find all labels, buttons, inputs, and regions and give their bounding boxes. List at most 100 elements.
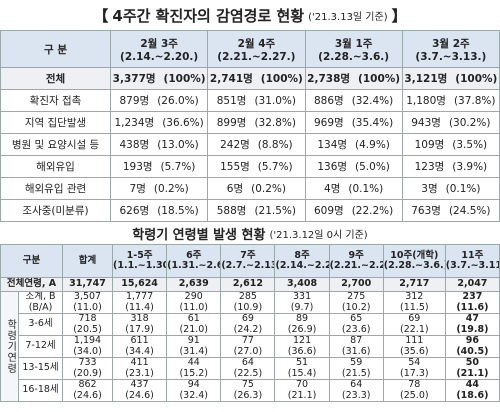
cell: 123명 (3.9%) [401, 155, 500, 178]
percent: (23.3) [341, 389, 371, 401]
percent: (22.5) [233, 367, 263, 379]
cell: 77 (27.0) [220, 335, 276, 358]
percent: (21.1) [287, 389, 317, 401]
percent: (0.2%) [153, 183, 189, 195]
cell: 331 (9.7) [274, 291, 330, 314]
count: 879명 [119, 95, 150, 107]
row-label: 전체연령, A [0, 277, 64, 292]
header-row: 구분합계1-5주(1.1.~1.30.)6주(1.31.~2.6.)7주(2.7… [0, 244, 500, 278]
count: 51 [296, 357, 309, 368]
header-cell: 2월 4주 (2.21.~2.27.) [207, 30, 306, 68]
percent: (3.9%) [452, 161, 488, 173]
cell: 61 (21.0) [166, 313, 222, 336]
percent: (3.5%) [452, 139, 488, 151]
cell: 64 (23.3) [328, 379, 384, 402]
percent: (18.5%) [157, 205, 199, 217]
cell: 64 (22.5) [220, 357, 276, 380]
cell: 1,180명 (37.8%) [401, 89, 500, 112]
percent: (21.5) [341, 367, 371, 379]
percent: (0.2%) [251, 183, 286, 195]
row: 전체 3,377명 (100%) 2,741명 (100%) 2,738명 (100%) 3,… [0, 67, 500, 90]
count: 588명 [216, 205, 247, 217]
cell: 242명 (8.8%) [207, 133, 306, 156]
percent: (15.4) [287, 367, 317, 379]
percent: (27.0) [233, 345, 263, 357]
percent: (20.9) [73, 367, 102, 379]
percent: (26.9) [287, 323, 317, 335]
cell: 312 (11.5) [382, 291, 446, 314]
cell: 31,747 [62, 277, 114, 292]
cell: 851명 (31.0%) [207, 89, 306, 112]
cell: 3,121명 (100%) [401, 67, 500, 90]
count: 437 [130, 379, 149, 390]
cell: 155명 (5.7%) [207, 155, 306, 178]
count: 3,121명 [404, 73, 448, 85]
week: 1-5주 [126, 249, 153, 261]
bracket: 【 [93, 6, 109, 25]
cell: 89 (26.9) [274, 313, 330, 336]
row-label: 병원 및 요양시설 등 [0, 133, 111, 156]
count: 851명 [216, 95, 247, 107]
count: 64 [241, 357, 254, 368]
row: 지역 집단발생 1,234명 (36.6%) 899명 (32.8%) 969명 (35.4… [0, 111, 500, 134]
range: (3.7.~3.13.) [415, 50, 487, 63]
cell: 3,408 [274, 277, 330, 292]
cell: 609명 (22.2%) [304, 199, 403, 222]
cell: 65 (23.6) [328, 313, 384, 336]
percent: (25.0) [400, 389, 429, 401]
count: 155명 [220, 161, 250, 173]
count: 47 [465, 313, 480, 324]
count: 1,180명 [406, 95, 446, 107]
count: 733 [78, 357, 97, 368]
count: 411 [130, 357, 149, 368]
percent: (31.4) [179, 345, 209, 357]
header-row: 구 분 2월 3주 (2.14.~2.20.) 2월 4주 (2.21.~2.27.) 3… [0, 30, 500, 68]
count: 59 [350, 357, 363, 368]
table-title: 학령기 연령별 발생 현황 ('21.3.12일 0시 기준) [0, 222, 500, 244]
row: 3-6세 718 (20.5) 318 (17.9) 61 (21.0) 69 (24.2) 89… [1, 313, 500, 336]
count: 78 [408, 379, 421, 390]
percent: (100%) [455, 73, 498, 85]
week: 7주 [240, 249, 256, 261]
percent: (31.6) [341, 345, 371, 357]
row: 해외유입 193명 (5.7%) 155명 (5.7%) 136명 (5.0%) 123명 (3… [0, 155, 500, 178]
cell: 69 (22.1) [382, 313, 446, 336]
percent: (100%) [358, 73, 401, 85]
count: 943명 [411, 117, 441, 129]
cell: 626명 (18.5%) [109, 199, 209, 222]
percent: (11.4) [125, 301, 154, 313]
week: 2월 4주 [237, 37, 276, 50]
percent: (26.3) [233, 389, 263, 401]
cell: 886명 (32.4%) [304, 89, 403, 112]
count: 87 [350, 335, 363, 346]
header-cell: 구분 [0, 244, 64, 278]
title-note: ('21.3.12일 0시 기준) [269, 229, 368, 241]
percent: (5.0%) [355, 161, 390, 173]
percent: (26.0%) [157, 95, 199, 107]
count: 237 [462, 291, 483, 302]
row-label: 해외유입 관련 [0, 177, 111, 200]
row: 해외유입 관련 7명 (0.2%) 6명 (0.2%) 4명 (0.1%) 3명 (0.1%) [0, 177, 500, 200]
count: 94 [187, 379, 200, 390]
range: (2.28.~3.6.) [383, 260, 446, 271]
week: 3월 2주 [432, 37, 470, 50]
count: 318 [130, 313, 149, 324]
count: 899명 [216, 117, 247, 129]
cell: 75 (26.3) [220, 379, 276, 402]
cell: 718 (20.5) [62, 313, 114, 336]
row: 13-15세 733 (20.9) 411 (23.1) 44 (15.2) 64 (22.5)… [1, 357, 500, 380]
sub-label: (B/A) [28, 301, 53, 313]
header-cell: 7주(2.7.~2.13.) [220, 244, 276, 278]
cell: 7명 (0.2%) [109, 177, 209, 200]
row: 확진자 접촉 879명 (26.0%) 851명 (31.0%) 886명 (32.4%) 1… [0, 89, 500, 112]
cell: 411 (23.1) [112, 357, 168, 380]
row-label: 7-12세 [17, 335, 64, 358]
cell: 134명 (4.9%) [304, 133, 403, 156]
count: 193명 [122, 161, 153, 173]
table: 구분합계1-5주(1.1.~1.30.)6주(1.31.~2.6.)7주(2.7… [0, 244, 500, 402]
count: 611 [130, 335, 149, 346]
cell: 438명 (13.0%) [109, 133, 209, 156]
percent: (0.1%) [445, 183, 481, 195]
percent: (23.6) [341, 323, 371, 335]
count: 285 [238, 291, 257, 302]
